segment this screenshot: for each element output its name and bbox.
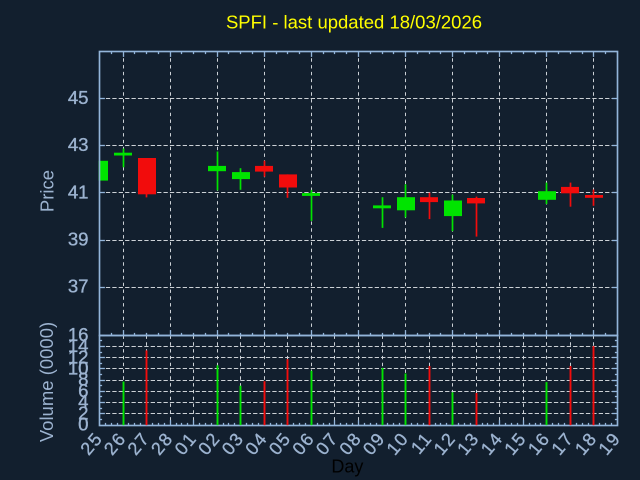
svg-text:8: 8: [78, 369, 88, 390]
svg-text:Price: Price: [37, 170, 58, 212]
svg-text:43: 43: [68, 134, 89, 155]
svg-text:12: 12: [68, 346, 89, 367]
svg-text:14: 14: [68, 335, 89, 356]
svg-text:6: 6: [78, 380, 88, 401]
svg-text:SPFI - last updated 18/03/2026: SPFI - last updated 18/03/2026: [226, 12, 482, 33]
svg-text:4: 4: [78, 391, 88, 412]
svg-text:39: 39: [68, 228, 89, 249]
svg-text:0: 0: [78, 414, 88, 435]
svg-text:45: 45: [68, 87, 89, 108]
svg-text:10: 10: [68, 358, 89, 379]
svg-text:37: 37: [68, 276, 89, 297]
svg-text:16: 16: [68, 324, 89, 345]
svg-text:Volume (0000): Volume (0000): [36, 322, 57, 442]
svg-text:Day: Day: [331, 456, 363, 476]
svg-text:41: 41: [68, 181, 89, 202]
svg-text:2: 2: [78, 402, 88, 423]
